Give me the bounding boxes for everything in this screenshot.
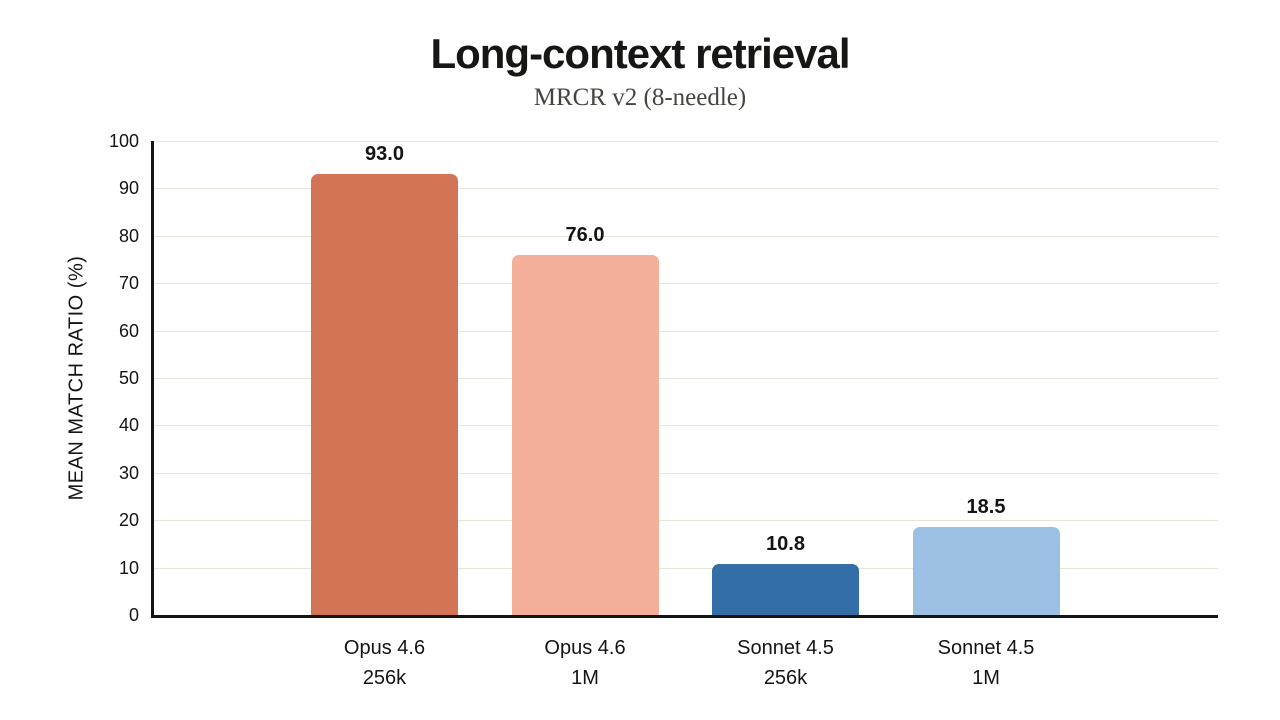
bar-2 (712, 563, 859, 615)
gridline-100 (154, 141, 1218, 142)
bar-value-3: 18.5 (966, 496, 1006, 519)
x-label-0: Opus 4.6 256k (285, 633, 485, 693)
y-tick-label-20: 20 (118, 510, 139, 531)
x-label-2: Sonnet 4.5 256k (686, 633, 886, 693)
bar-3 (912, 527, 1060, 615)
x-label-model-2: Sonnet 4.5 (737, 637, 834, 659)
y-tick-label-40: 40 (118, 415, 139, 436)
bar-1 (511, 254, 659, 615)
bar-value-2: 10.8 (766, 532, 805, 555)
y-tick-label-100: 100 (108, 131, 139, 151)
x-label-context-0: 256k (362, 667, 407, 689)
x-label-1: Opus 4.6 1M (485, 633, 685, 693)
y-tick-label-80: 80 (118, 225, 139, 246)
gridline-50 (154, 378, 1218, 379)
y-tick-label-10: 10 (118, 557, 139, 578)
gridline-40 (154, 425, 1218, 427)
x-label-3: Sonnet 4.5 1M (886, 633, 1086, 693)
gridline-30 (154, 472, 1218, 474)
gridline-20 (154, 520, 1218, 522)
gridline-80 (154, 235, 1218, 237)
x-label-model-1: Opus 4.6 (544, 637, 626, 659)
chart-subtitle: MRCR v2 (8-needle) (533, 84, 747, 111)
y-tick-label-70: 70 (118, 273, 139, 294)
y-tick-label-30: 30 (118, 462, 139, 483)
x-label-model-3: Sonnet 4.5 (937, 637, 1035, 659)
y-tick-label-60: 60 (118, 320, 139, 341)
chart-title: Long-context retrieval (430, 30, 850, 77)
x-label-model-0: Opus 4.6 (343, 637, 426, 659)
gridline-60 (154, 330, 1218, 332)
bar-value-0: 93.0 (365, 143, 404, 166)
gridline-10 (154, 567, 1218, 569)
y-tick-label-50: 50 (118, 368, 139, 388)
x-label-context-1: 1M (571, 667, 599, 689)
x-label-context-2: 256k (763, 667, 808, 689)
y-axis-label: MEAN MATCH RATIO (%) (65, 255, 88, 501)
bar-value-1: 76.0 (565, 223, 605, 246)
plot-area: 0 10 20 30 40 50 60 70 80 90 100 93.0 Opus 4.6 256k 76… (109, 131, 1218, 689)
bar-0 (311, 174, 458, 615)
gridline-70 (154, 283, 1218, 285)
y-tick-label-90: 90 (118, 178, 139, 199)
y-tick-label-0: 0 (128, 605, 139, 625)
x-label-context-3: 1M (972, 667, 1000, 689)
gridline-90 (154, 188, 1218, 190)
